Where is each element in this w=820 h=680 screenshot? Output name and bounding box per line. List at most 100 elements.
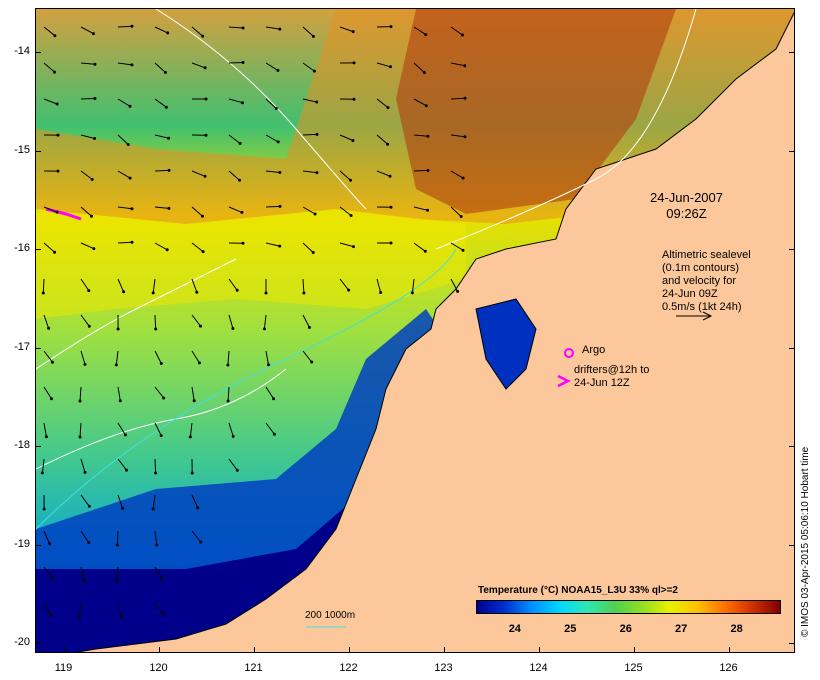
velocity-arrow	[228, 458, 238, 471]
velocity-arrow	[115, 350, 119, 365]
velocity-arrow	[450, 134, 465, 138]
velocity-arrows	[40, 24, 467, 619]
velocity-arrow	[450, 170, 464, 179]
velocity-arrow	[117, 62, 132, 66]
velocity-arrow-head	[461, 33, 464, 37]
velocity-arrow-head	[115, 543, 119, 547]
lon-tick-mark	[348, 647, 350, 653]
velocity-arrow	[154, 602, 164, 615]
velocity-arrow-head	[53, 70, 57, 74]
velocity-arrow	[265, 242, 280, 247]
velocity-arrow-head	[93, 137, 97, 140]
velocity-arrow	[376, 62, 391, 68]
velocity-arrow	[80, 170, 93, 180]
velocity-arrow	[191, 530, 202, 543]
velocity-arrow-head	[278, 244, 282, 248]
lat-tick-mark	[35, 446, 41, 448]
velocity-arrow-head	[238, 142, 242, 145]
velocity-arrow-head	[165, 248, 169, 252]
sst-map[interactable]	[35, 8, 795, 653]
lat-tick-mark	[35, 544, 41, 546]
sst-map-canvas	[36, 9, 794, 652]
velocity-arrow	[302, 206, 316, 215]
velocity-arrow	[80, 62, 96, 65]
velocity-arrow	[191, 350, 200, 364]
velocity-arrow-head	[424, 33, 428, 37]
lat-tick-label: -18	[14, 439, 30, 452]
land-mass	[74, 11, 794, 652]
colorbar-title: Temperature (°C) NOAA15_L3U 33% ql>=2	[478, 585, 678, 596]
velocity-arrow	[376, 98, 389, 108]
velocity-arrow	[117, 206, 132, 210]
lon-tick-label: 126	[719, 662, 738, 674]
velocity-arrow-head	[83, 470, 87, 474]
king-sound	[475, 298, 537, 390]
velocity-arrow-head	[389, 65, 392, 69]
velocity-arrow-head	[349, 214, 353, 217]
date-label: 24-Jun-2007 09:26Z	[650, 190, 723, 222]
velocity-arrow-head	[463, 135, 467, 139]
velocity-arrow-head	[41, 291, 45, 295]
velocity-arrow-head	[278, 171, 282, 174]
velocity-arrow-head	[51, 576, 55, 580]
velocity-arrow	[339, 26, 354, 33]
velocity-arrow-head	[119, 615, 123, 619]
velocity-arrow-head	[48, 542, 52, 546]
velocity-arrow	[191, 170, 206, 177]
lat-tick-mark	[35, 249, 41, 251]
velocity-arrow	[191, 206, 203, 217]
velocity-arrow-head	[91, 32, 95, 36]
velocity-arrow-head	[276, 140, 280, 144]
isobath-200m	[36, 248, 457, 530]
velocity-arrow-head	[92, 247, 96, 251]
velocity-arrow	[154, 458, 157, 474]
cool-coastal-band	[36, 309, 456, 652]
velocity-arrow	[43, 62, 55, 73]
velocity-arrow-head	[55, 102, 59, 106]
velocity-arrow	[228, 26, 244, 29]
lon-tick-mark	[633, 647, 635, 653]
velocity-arrow-head	[461, 176, 465, 180]
velocity-arrow	[80, 134, 95, 139]
isobath-scale-label: 200 1000m	[305, 610, 356, 621]
lon-tick-label: 122	[339, 662, 358, 674]
velocity-arrow	[117, 386, 121, 401]
velocity-arrow-head	[201, 214, 204, 218]
velocity-arrow	[450, 242, 464, 251]
velocity-arrow-head	[163, 70, 167, 74]
velocity-arrow	[154, 98, 167, 108]
velocity-arrow	[154, 169, 170, 172]
velocity-arrow-head	[276, 68, 280, 72]
velocity-arrow-head	[128, 104, 132, 108]
velocity-arrow-head	[87, 289, 91, 293]
velocity-arrow	[41, 458, 45, 473]
velocity-arrow-head	[160, 577, 164, 581]
drifter-legend: drifters@12h to 24-Jun 12Z	[574, 364, 649, 390]
velocity-arrow	[80, 494, 90, 507]
velocity-arrow-head	[188, 435, 192, 439]
velocity-arrow-head	[272, 397, 276, 401]
lat-tick-mark	[789, 249, 795, 251]
velocity-scale-arrow	[676, 311, 713, 321]
velocity-arrow	[154, 386, 165, 399]
velocity-arrow-head	[307, 325, 311, 329]
velocity-arrow	[154, 206, 169, 209]
velocity-arrow	[228, 170, 240, 181]
lon-tick-label: 125	[624, 662, 643, 674]
lat-tick-mark	[789, 150, 795, 152]
velocity-arrow-head	[197, 361, 201, 365]
velocity-arrow-head	[424, 104, 428, 108]
velocity-arrow-head	[241, 101, 244, 105]
sealevel-line3: and velocity for	[662, 275, 736, 287]
velocity-arrow-head	[121, 506, 125, 510]
velocity-arrow	[265, 205, 281, 208]
velocity-arrow-head	[51, 360, 54, 364]
velocity-arrow	[339, 242, 354, 248]
velocity-arrow	[154, 566, 163, 580]
velocity-arrow-head	[123, 433, 127, 437]
velocity-arrow	[228, 314, 234, 329]
velocity-arrow	[339, 206, 352, 216]
velocity-arrow	[413, 169, 429, 172]
velocity-arrow	[43, 206, 58, 213]
velocity-arrow	[80, 458, 86, 473]
